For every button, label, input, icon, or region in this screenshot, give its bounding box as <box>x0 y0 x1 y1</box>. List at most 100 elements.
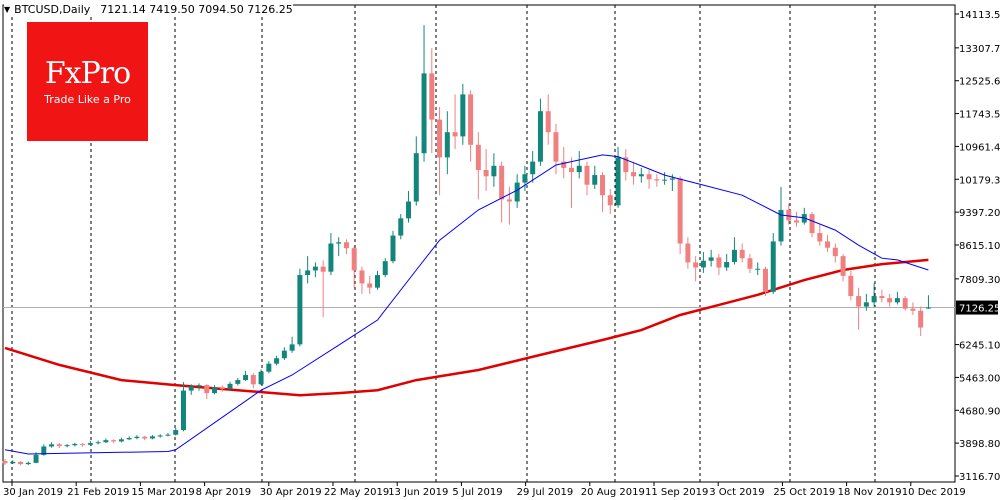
candle-body <box>925 307 931 309</box>
x-tick-label: 20 Aug 2019 <box>581 487 645 498</box>
candle-body <box>103 440 109 443</box>
candle-body <box>351 248 357 271</box>
candle-body <box>762 268 768 292</box>
candle-body <box>297 275 303 345</box>
candle-body <box>212 387 218 394</box>
bull-candle <box>530 151 536 183</box>
bull-candle <box>491 153 497 187</box>
candle-body <box>25 462 31 465</box>
x-tick-label: 21 Feb 2019 <box>67 487 129 498</box>
candle-body <box>902 298 908 309</box>
bear-candle <box>600 172 606 213</box>
candle-body <box>545 111 551 133</box>
candle-body <box>700 260 706 268</box>
candle-body <box>731 249 737 263</box>
candle-body <box>437 119 443 158</box>
bull-candle <box>328 233 334 276</box>
candle-body <box>530 161 536 175</box>
bear-candle <box>677 176 683 255</box>
bull-candle <box>638 167 644 183</box>
candle-body <box>475 144 481 171</box>
candle-body <box>281 350 287 359</box>
candle-body <box>80 443 86 445</box>
x-tick-label: 11 Sep 2019 <box>645 487 708 498</box>
candle-body <box>374 275 380 288</box>
bull-candle <box>87 440 93 446</box>
moving-average-slow-line <box>4 258 929 397</box>
candle-body <box>390 235 396 262</box>
candle-body <box>770 241 776 292</box>
candle-body <box>343 242 349 249</box>
bull-candle <box>755 262 761 276</box>
bear-candle <box>607 188 613 215</box>
logo-brand: FxPro <box>44 56 131 91</box>
candle-body <box>2 461 8 464</box>
bull-candle <box>25 461 31 465</box>
bear-candle <box>343 239 349 255</box>
candle-body <box>266 363 272 372</box>
bull-candle <box>235 377 241 386</box>
bear-candle <box>437 106 443 196</box>
candle-body <box>406 201 412 219</box>
y-tick-label: 11743.50 <box>959 110 1000 121</box>
bear-candle <box>918 306 924 336</box>
candle-body <box>421 73 427 154</box>
bull-candle <box>413 136 419 206</box>
bull-candle <box>460 83 466 145</box>
candle-body <box>615 157 621 206</box>
candle-body <box>607 195 613 206</box>
candle-body <box>669 178 675 180</box>
candle-body <box>561 161 567 168</box>
candle-body <box>638 174 644 177</box>
bull-candle <box>406 191 412 223</box>
candle-body <box>95 442 101 444</box>
candle-body <box>506 199 512 202</box>
bear-candle <box>739 243 745 263</box>
bull-candle <box>126 436 132 441</box>
candle-body <box>274 358 280 364</box>
moving-average-fast-line <box>4 154 929 455</box>
x-tick-label: 18 Nov 2019 <box>838 487 902 498</box>
candle-body <box>778 209 784 242</box>
candle-body <box>755 268 761 270</box>
bull-candle <box>258 369 264 386</box>
bear-candle <box>250 373 256 389</box>
fxpro-logo: FxPro Trade Like a Pro <box>27 22 148 141</box>
y-tick-label: 9397.20 <box>959 208 1000 219</box>
candle-body <box>840 256 846 276</box>
bear-candle <box>794 212 800 227</box>
bull-candle <box>662 172 668 185</box>
bull-candle <box>312 262 318 278</box>
x-tick-label: 5 Jul 2019 <box>452 487 502 498</box>
y-tick-label: 13307.70 <box>959 44 1000 55</box>
candle-body <box>693 262 699 268</box>
bear-candle <box>832 243 838 263</box>
bear-candle <box>762 266 768 297</box>
candle-body <box>568 167 574 173</box>
triangle-down-icon[interactable]: ▼ <box>4 5 11 14</box>
candle-body <box>367 283 373 288</box>
bull-candle <box>444 111 450 175</box>
candle-body <box>832 247 838 257</box>
bear-candle <box>685 237 691 269</box>
candle-body <box>134 436 140 439</box>
candle-body <box>910 308 916 311</box>
candle-body <box>72 443 78 446</box>
candle-body <box>219 387 225 389</box>
x-tick-label: 30 Jan 2019 <box>3 487 63 498</box>
bear-candle <box>631 161 637 185</box>
bear-candle <box>80 443 86 447</box>
candle-body <box>460 94 466 137</box>
bull-candle <box>801 207 807 225</box>
candle-body <box>514 182 520 202</box>
candle-body <box>142 436 148 439</box>
current-price-badge <box>956 300 998 315</box>
x-tick-label: 22 May 2019 <box>324 487 389 498</box>
candle-body <box>312 266 318 271</box>
bear-candle <box>568 157 574 208</box>
candle-body <box>227 383 233 389</box>
bull-candle <box>421 25 427 162</box>
bull-candle <box>10 460 16 465</box>
candle-body <box>149 436 155 439</box>
